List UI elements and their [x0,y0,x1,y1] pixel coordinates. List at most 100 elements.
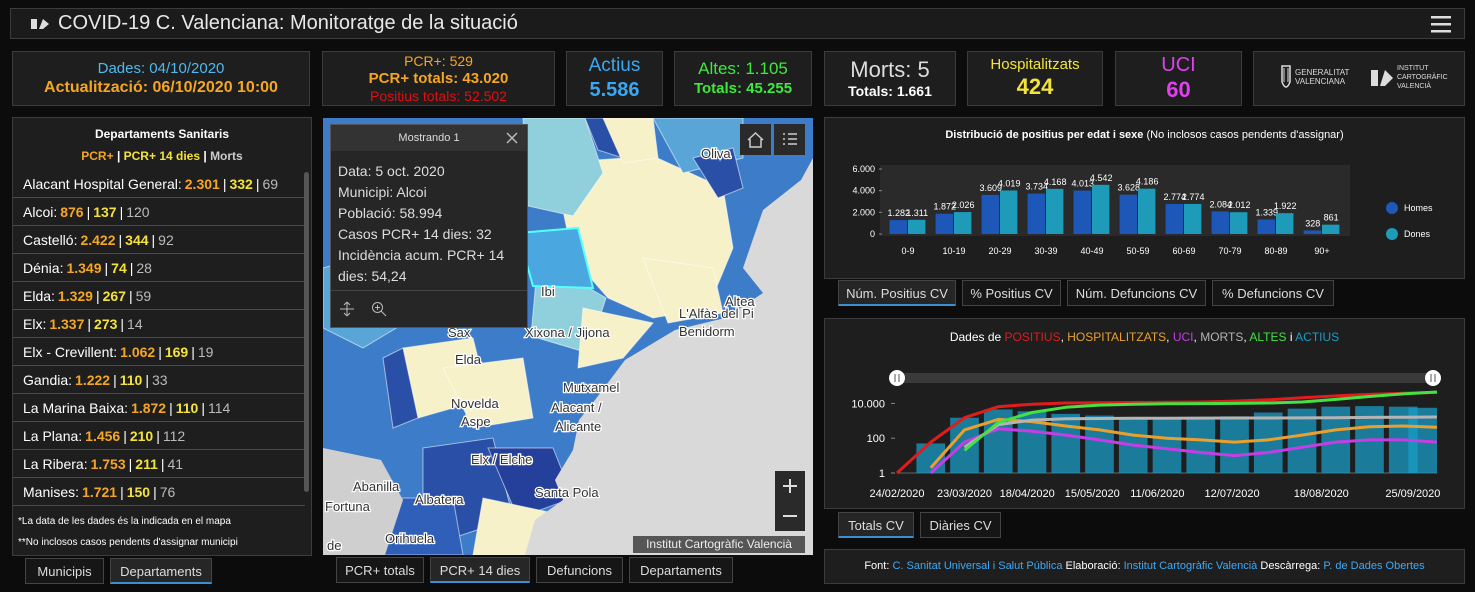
footer-link[interactable]: P. de Dades Obertes [1323,560,1425,572]
separator: | [119,204,124,220]
active-value: 5.586 [589,78,640,101]
icu-label: UCI [1161,54,1196,77]
separator: | [222,176,227,192]
outside-region [323,448,403,555]
pcr-14-days: 150 [126,484,151,500]
department-row: Dénia: 1.349 | 74 | 28 [13,254,305,282]
popup-toolbar [331,290,527,327]
map-label: Alacant / [551,400,602,415]
separator: | [151,232,156,248]
department-name: Alacant Hospital General: [23,176,182,192]
hospital-value: 424 [1016,74,1054,100]
map-tab[interactable]: PCR+ totals [336,557,424,583]
age-tab[interactable]: % Positius CV [962,280,1061,306]
gva-text: VALENCIANA [1295,77,1346,86]
deaths: 76 [159,484,176,500]
deaths: 69 [262,176,279,192]
departments-legend: PCR+ | PCR+ 14 dies | Morts [13,149,311,163]
map-label: Mutxamel [563,380,619,395]
separator: | [87,316,92,332]
footer-label: Elaboració: [1065,560,1121,572]
dept-tab[interactable]: Municipis [25,558,104,584]
pcr-total: PCR+ totals: 43.020 [368,69,509,87]
map-tab[interactable]: Defuncions [536,557,623,583]
deaths: 59 [135,288,152,304]
legend-deaths: Morts [210,149,243,163]
gva-text: GENERALITAT [1295,68,1349,77]
icv-text: VALENCIÀ [1397,81,1431,90]
separator: | [123,428,127,444]
pcr-total: 2.301 [184,176,220,192]
hospital-label: Hospitalitzats [990,56,1080,74]
time-tab[interactable]: Totals CV [838,512,914,538]
pcr-14-days: 344 [125,232,149,248]
separator: | [86,204,91,220]
map-label: Ibi [541,284,555,299]
separator: | [128,288,133,304]
department-row: Alacant Hospital General: 2.301 | 332 | 69 [13,170,305,198]
title-series: ACTIUS [1295,330,1340,344]
pcr-total: 1.721 [82,484,118,500]
title-text: Dades de [949,330,1002,344]
separator: | [120,316,125,332]
separator: | [158,344,162,360]
separator: | [129,260,134,276]
department-name: Elx: [23,316,47,332]
age-tab[interactable]: Núm. Positius CV [838,280,956,306]
age-panel: Distribució de positius per edat i sexe … [824,117,1465,279]
zoom-in[interactable] [775,471,805,501]
map-label: Elda [455,352,482,367]
pcr-14-days: 211 [135,456,158,472]
department-name: Gandia: [23,372,73,388]
age-tab[interactable]: Núm. Defuncions CV [1067,280,1206,306]
title-series: HOSPITALITZATS [1067,330,1167,344]
legend-pcr14: PCR+ 14 dies [123,149,201,163]
municipality [642,257,724,324]
home-button[interactable] [740,124,771,155]
popup-close[interactable] [505,131,519,145]
scrollbar[interactable] [304,172,309,492]
deaths-card: Morts: 5 Totals: 1.661 [824,51,956,106]
icv-text: INSTITUT [1397,65,1429,72]
age-chart-title: Distribució de positius per edat i sexe [945,129,1144,141]
department-name: Alcoi: [23,204,58,220]
separator: | [255,176,260,192]
map-label: L'Alfàs del Pi [679,306,754,321]
age-tab[interactable]: % Defuncions CV [1212,280,1334,306]
discharges-total: Totals: 45.255 [693,79,793,97]
pcr-14-days: 273 [94,316,118,332]
separator: | [104,260,109,276]
popup-line: Població: 58.994 [338,205,443,221]
layers-button[interactable] [774,124,805,155]
separator: | [153,484,157,500]
department-row: Manises: 1.721 | 150 | 76 [13,478,305,506]
age-title: Distribució de positius per edat i sexe … [825,129,1464,141]
dept-tab[interactable]: Departaments [110,558,212,584]
map-label: Benidorm [679,324,735,339]
popup-line: Data: 5 oct. 2020 [338,163,445,179]
pcr-total: 876 [60,204,84,220]
zoom-to-button[interactable] [371,301,387,317]
pan-button[interactable] [339,301,355,317]
zoom-out[interactable] [775,501,805,531]
app-icon [31,19,49,29]
pcr-14-days: 137 [93,204,117,220]
pcr-14-days: 74 [111,260,127,276]
time-tab[interactable]: Diàries CV [920,512,1001,538]
deaths: 114 [207,400,231,416]
map-tab[interactable]: Departaments [629,557,733,583]
municipality [442,357,534,429]
footer-link[interactable]: C. Sanitat Universal i Salut Pública [892,560,1063,572]
popup-title: Mostrando 1 [331,125,527,151]
header-title: COVID-19 C. Valenciana: Monitoratge de l… [58,12,518,34]
map-label: Alicante [555,419,601,434]
footer-link[interactable]: Institut Cartogràfic Valencià [1123,560,1258,572]
department-row: La Plana: 1.456 | 210 | 112 [13,422,305,450]
time-chart-title: Dades de POSITIUS, HOSPITALITZATS, UCI, … [825,330,1464,344]
department-row: Elda: 1.329 | 267 | 59 [13,282,305,310]
menu-button[interactable] [1430,14,1452,34]
map-tab[interactable]: PCR+ 14 dies [430,557,530,583]
map-label: Xixona / Jijona [525,325,610,340]
pcr-total: 1.872 [131,400,167,416]
title-series: UCI [1172,330,1194,344]
